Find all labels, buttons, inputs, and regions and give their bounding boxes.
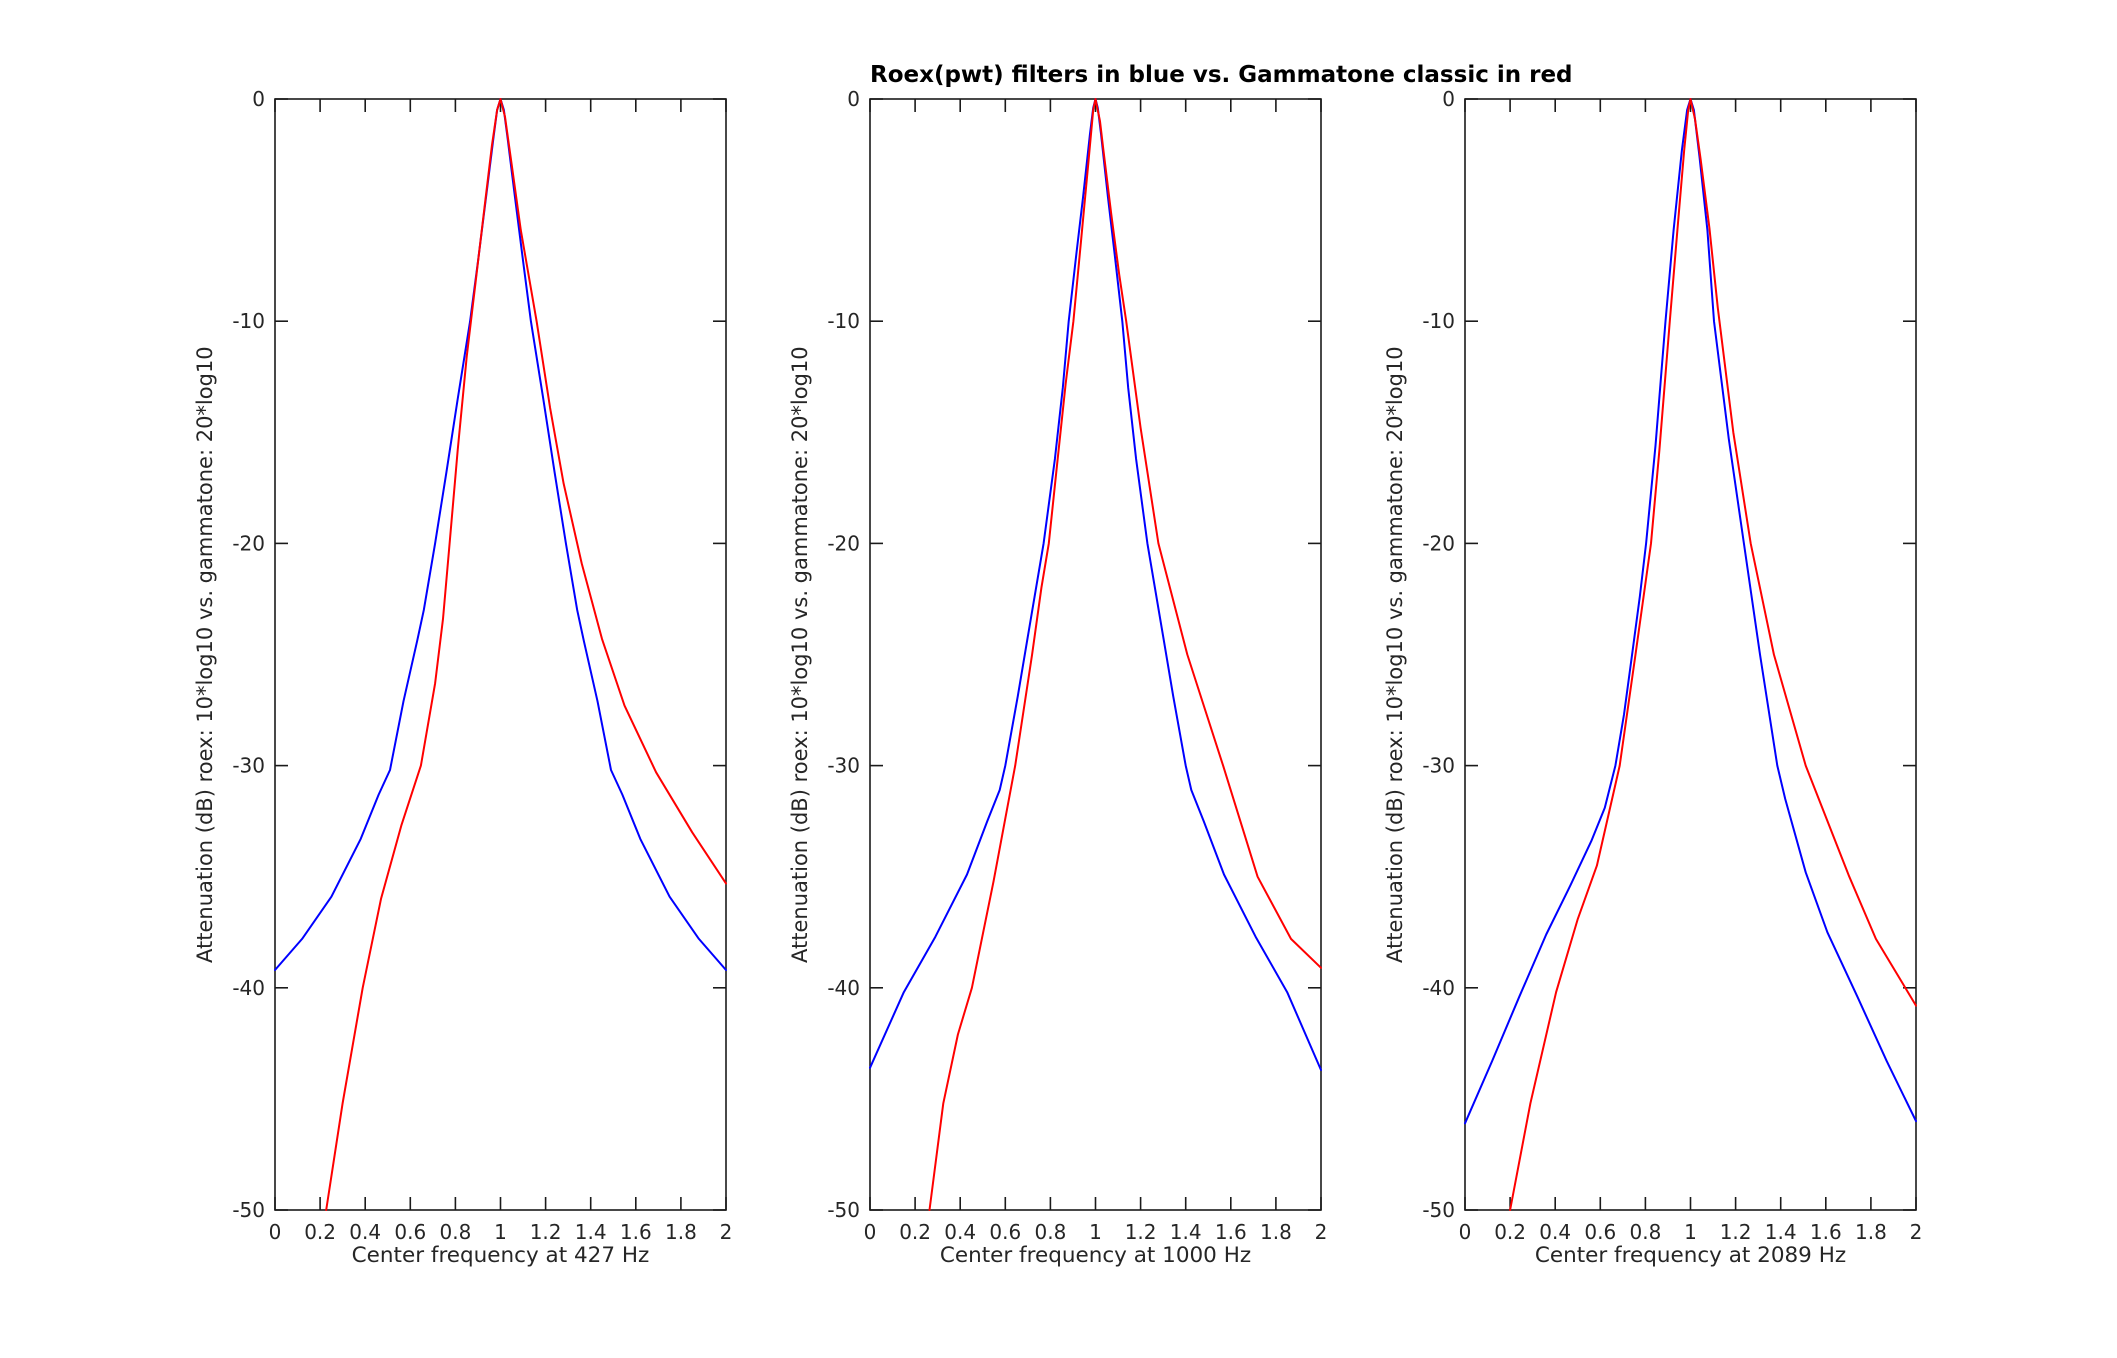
axes-box <box>274 98 727 1211</box>
curve-roex-pwt <box>1464 98 1917 1125</box>
y-axis-label-2089hz: Attenuation (dB) roex: 10*log10 vs. gamm… <box>1383 346 1407 963</box>
axes-box <box>1464 98 1917 1211</box>
y-tick-label: 0 <box>1442 87 1455 111</box>
y-tick-label: -20 <box>232 531 265 555</box>
y-tick-label: -40 <box>1422 976 1455 1000</box>
figure-title: Roex(pwt) filters in blue vs. Gammatone … <box>870 62 1573 88</box>
x-tick-label: 2 <box>1315 1220 1328 1244</box>
x-axis-label-2089hz: Center frequency at 2089 Hz <box>1534 1243 1847 1268</box>
axes-box <box>869 98 1322 1211</box>
plot-area-427hz: 0 0.2 0.4 0.6 0.8 1 1.2 1.4 1.6 1.8 2 0 -10 -20 -30 -40… <box>232 87 733 1244</box>
curve-gammatone-classic <box>325 98 727 1211</box>
x-tick-label: 1.6 <box>620 1220 652 1244</box>
x-tick-label: 0.8 <box>1629 1220 1661 1244</box>
x-tick-label: 0.4 <box>349 1220 381 1244</box>
x-tick-label: 1.4 <box>575 1220 607 1244</box>
x-tick-label: 1.8 <box>1260 1220 1292 1244</box>
x-tick-label: 1.2 <box>530 1220 562 1244</box>
x-tick-label: 1.2 <box>1125 1220 1157 1244</box>
x-tick-label: 0.6 <box>394 1220 426 1244</box>
x-tick-label: 1.8 <box>665 1220 697 1244</box>
y-tick-label: -40 <box>827 976 860 1000</box>
x-tick-label: 0 <box>1459 1220 1472 1244</box>
curve-roex-pwt <box>869 98 1322 1071</box>
x-tick-label: 2 <box>720 1220 733 1244</box>
y-tick-label: -20 <box>1422 531 1455 555</box>
y-tick-label: 0 <box>847 87 860 111</box>
x-tick-label: 1 <box>1089 1220 1102 1244</box>
curve-gammatone-classic <box>1509 98 1917 1211</box>
x-tick-label: 0.6 <box>1584 1220 1616 1244</box>
y-tick-label: -30 <box>1422 754 1455 778</box>
x-tick-label: 0 <box>864 1220 877 1244</box>
y-tick-label: 0 <box>252 87 265 111</box>
x-tick-label: 0 <box>269 1220 282 1244</box>
x-tick-label: 1.6 <box>1810 1220 1842 1244</box>
x-tick-label: 2 <box>1910 1220 1923 1244</box>
x-tick-label: 1.6 <box>1215 1220 1247 1244</box>
x-tick-label: 0.2 <box>899 1220 931 1244</box>
y-tick-label: -30 <box>232 754 265 778</box>
y-tick-label: -30 <box>827 754 860 778</box>
x-tick-label: 1.8 <box>1855 1220 1887 1244</box>
y-axis-label-1000hz: Attenuation (dB) roex: 10*log10 vs. gamm… <box>788 346 812 963</box>
x-tick-label: 1.2 <box>1720 1220 1752 1244</box>
y-tick-label: -20 <box>827 531 860 555</box>
plot-area-2089hz: 0 0.2 0.4 0.6 0.8 1 1.2 1.4 1.6 1.8 2 0 -10 -20 -30 -40… <box>1422 87 1923 1244</box>
curve-gammatone-classic <box>928 98 1322 1211</box>
y-tick-label: -40 <box>232 976 265 1000</box>
y-tick-label: -50 <box>827 1198 860 1222</box>
x-tick-label: 1.4 <box>1765 1220 1797 1244</box>
x-tick-label: 0.8 <box>439 1220 471 1244</box>
curve-roex-pwt <box>274 98 727 971</box>
y-tick-label: -50 <box>1422 1198 1455 1222</box>
x-axis-label-427hz: Center frequency at 427 Hz <box>351 1243 650 1268</box>
y-tick-label: -50 <box>232 1198 265 1222</box>
x-tick-label: 0.4 <box>944 1220 976 1244</box>
x-tick-label: 0.2 <box>304 1220 336 1244</box>
plot-area-1000hz: 0 0.2 0.4 0.6 0.8 1 1.2 1.4 1.6 1.8 2 0 -10 -20 -30 -40… <box>827 87 1328 1244</box>
y-tick-label: -10 <box>827 309 860 333</box>
x-tick-label: 0.6 <box>989 1220 1021 1244</box>
y-tick-label: -10 <box>1422 309 1455 333</box>
y-axis-label-427hz: Attenuation (dB) roex: 10*log10 vs. gamm… <box>193 346 217 963</box>
x-tick-label: 1 <box>494 1220 507 1244</box>
x-axis-label-1000hz: Center frequency at 1000 Hz <box>939 1243 1252 1268</box>
x-tick-label: 1 <box>1684 1220 1697 1244</box>
x-tick-label: 0.4 <box>1539 1220 1571 1244</box>
y-tick-label: -10 <box>232 309 265 333</box>
x-tick-label: 1.4 <box>1170 1220 1202 1244</box>
x-tick-label: 0.2 <box>1494 1220 1526 1244</box>
x-tick-label: 0.8 <box>1034 1220 1066 1244</box>
